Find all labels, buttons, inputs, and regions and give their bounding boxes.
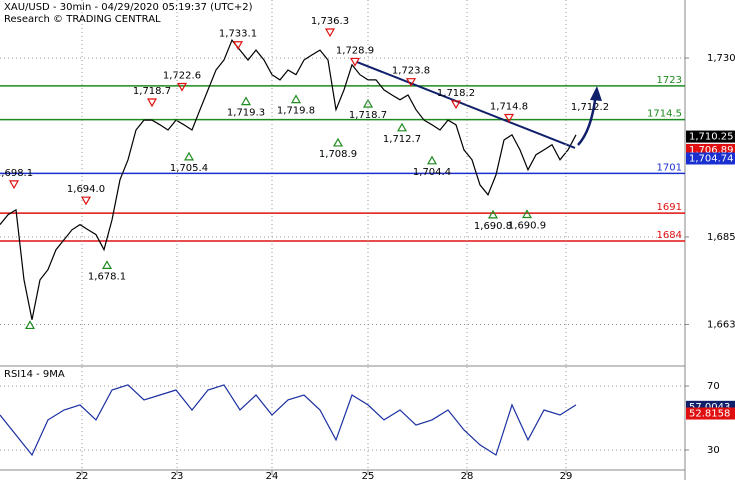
y-tick-label: 30 xyxy=(707,445,720,456)
trendline xyxy=(356,61,576,149)
low-marker xyxy=(24,320,36,330)
low-label: 1,719.8 xyxy=(277,106,315,117)
high-marker xyxy=(503,113,515,123)
y-tick-label: 1,730 xyxy=(707,53,735,64)
series-line xyxy=(0,384,577,457)
x-tick-label: 28 xyxy=(461,471,474,480)
price-panel: 1723 1714.5 1701 1691 1684 1,698.1 1,694.0 1,71… xyxy=(0,0,685,365)
rsi-panel xyxy=(0,367,685,470)
high-label: 1,733.1 xyxy=(219,29,257,40)
low-marker xyxy=(521,209,533,219)
low-marker xyxy=(183,151,195,161)
low-label: 1,719.3 xyxy=(227,108,265,119)
last-value-tag xyxy=(686,130,735,143)
last-value-label: 52.8158 xyxy=(689,409,730,420)
high-label: 1,736.3 xyxy=(311,16,349,27)
high-marker xyxy=(349,57,361,67)
low-label: 1,712.7 xyxy=(383,134,421,145)
high-marker xyxy=(80,196,92,206)
high-marker xyxy=(146,98,158,108)
y-tick-label: 70 xyxy=(707,381,720,392)
high-label: 1,728.9 xyxy=(336,45,374,56)
high-label: 1,694.0 xyxy=(67,184,105,195)
series-line xyxy=(0,39,577,320)
target-label: 1,712.2 xyxy=(571,102,609,113)
high-marker xyxy=(405,78,417,87)
x-tick-label: 25 xyxy=(362,471,375,480)
overlay: 1,730 1,685 1,663 1,710.25 1,706.891,704.74 7… xyxy=(76,53,735,480)
arrow-head xyxy=(590,86,602,101)
low-label: 1,705.4 xyxy=(170,163,208,174)
high-label: 1,714.8 xyxy=(490,101,528,112)
level-label: 1684 xyxy=(657,230,682,241)
level-label: 1701 xyxy=(657,162,682,173)
low-marker xyxy=(487,209,499,219)
level-label: 1723 xyxy=(657,75,682,86)
last-value-tag xyxy=(686,407,735,420)
last-value-label: 1,710.25 xyxy=(689,132,734,143)
high-marker xyxy=(176,82,188,92)
x-tick-label: 29 xyxy=(560,471,573,480)
y-tick-label: 1,685 xyxy=(707,232,735,243)
low-label: 1,690.9 xyxy=(508,221,546,232)
last-value-tag xyxy=(686,152,735,165)
level-label: 1691 xyxy=(657,202,682,213)
last-value-label: 57.0043 xyxy=(689,402,730,413)
low-marker xyxy=(101,260,113,270)
low-label: 1,690.8 xyxy=(474,221,512,232)
high-label: 1,718.7 xyxy=(133,86,171,97)
low-marker xyxy=(362,98,374,108)
high-marker xyxy=(324,28,336,38)
high-marker xyxy=(232,41,244,50)
low-marker xyxy=(332,137,344,147)
low-label: 1,718.7 xyxy=(349,110,387,121)
high-marker xyxy=(8,180,20,190)
rsi-title: RSI14 - 9MA xyxy=(4,369,65,380)
high-label: 1,722.6 xyxy=(163,70,201,81)
high-label: 1,718.2 xyxy=(437,88,475,99)
low-marker xyxy=(240,96,252,106)
x-tick-label: 23 xyxy=(171,471,184,480)
y-tick-label: 1,663 xyxy=(707,319,735,330)
level-label: 1714.5 xyxy=(647,109,682,120)
low-label: 1,708.9 xyxy=(319,149,357,160)
x-tick-label: 22 xyxy=(76,471,89,480)
low-label: 1,678.1 xyxy=(88,271,126,282)
high-marker xyxy=(450,100,462,110)
low-marker xyxy=(426,155,438,165)
high-label: 1,723.8 xyxy=(392,66,430,77)
last-value-label: 1,706.89 xyxy=(689,145,734,156)
high-label: 1,698.1 xyxy=(0,168,33,179)
last-value-label: 1,704.74 xyxy=(689,153,734,164)
chart-subtitle: Research © TRADING CENTRAL xyxy=(4,14,161,25)
low-label: 1,704.4 xyxy=(413,167,451,178)
chart-title: XAU/USD - 30min - 04/29/2020 05:19:37 (U… xyxy=(4,2,253,13)
x-tick-label: 24 xyxy=(266,471,279,480)
low-marker xyxy=(290,94,302,104)
low-marker xyxy=(396,122,408,132)
